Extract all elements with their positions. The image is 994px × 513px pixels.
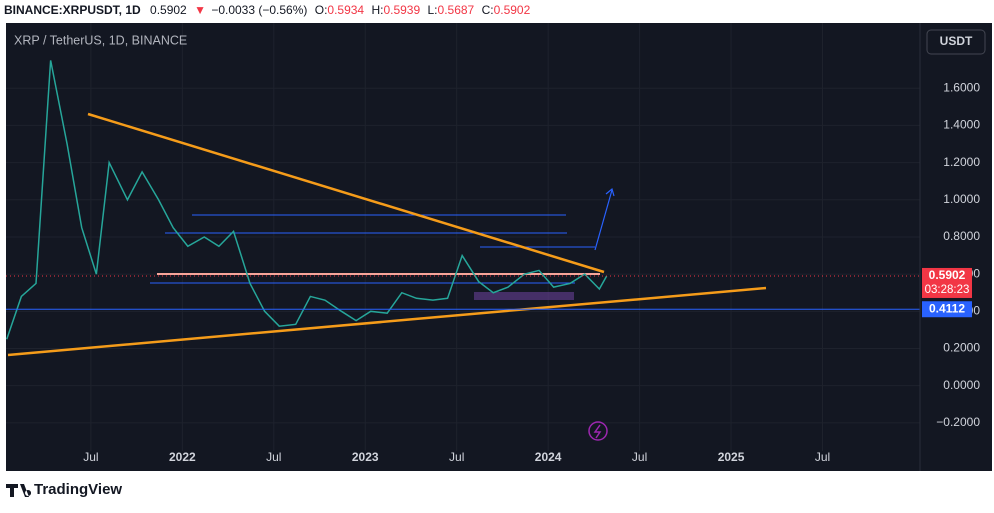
change: −0.0033 (−0.56%) bbox=[211, 3, 307, 17]
last: 0.5902 bbox=[150, 3, 187, 17]
x-tick-label: 2025 bbox=[718, 450, 745, 464]
x-tick-label: Jul bbox=[815, 450, 830, 464]
arrow bbox=[594, 189, 613, 251]
plot bbox=[6, 60, 920, 340]
symbol: BINANCE:XRPUSDT, 1D bbox=[4, 3, 141, 17]
brand-name: TradingView bbox=[34, 481, 122, 498]
event-icon[interactable] bbox=[588, 421, 608, 441]
open: 0.5934 bbox=[327, 3, 364, 17]
high-label: H: bbox=[371, 3, 383, 17]
arrow-head bbox=[605, 187, 615, 197]
x-tick-label: Jul bbox=[266, 450, 281, 464]
open-label: O: bbox=[315, 3, 328, 17]
arrow: ▼ bbox=[194, 3, 206, 17]
y-tick-label: 1.4000 bbox=[943, 118, 980, 132]
legend-text: XRP / TetherUS, 1D, BINANCE bbox=[14, 33, 187, 47]
price-tag bbox=[922, 301, 972, 318]
event-icon-bolt bbox=[593, 424, 602, 439]
y-tick-label: 1.6000 bbox=[943, 80, 980, 94]
x-tick-label: Jul bbox=[83, 450, 98, 464]
currency-button[interactable] bbox=[926, 29, 986, 55]
close: 0.5902 bbox=[494, 3, 531, 17]
close-label: C: bbox=[482, 3, 494, 17]
low-label: L: bbox=[428, 3, 438, 17]
price-line bbox=[6, 60, 608, 340]
y-tick-label: −0.2000 bbox=[936, 415, 980, 429]
y-tick-label: 0.0000 bbox=[943, 378, 980, 392]
x-tick-label: 2024 bbox=[535, 450, 562, 464]
brand-logo bbox=[6, 484, 32, 497]
countdown-label: 03:28:23 bbox=[925, 284, 970, 296]
price-tag-label: 0.4112 bbox=[929, 301, 965, 315]
x-tick-label: 2022 bbox=[169, 450, 196, 464]
trendline bbox=[87, 112, 605, 274]
y-tick-label: 1.0000 bbox=[943, 192, 980, 206]
y-tick-label: 0.2000 bbox=[943, 341, 980, 355]
zone bbox=[474, 292, 574, 300]
y-tick-label: 1.2000 bbox=[943, 155, 980, 169]
low: 0.5687 bbox=[438, 3, 475, 17]
price-tag-label: 0.5902 bbox=[929, 268, 966, 282]
x-tick-label: Jul bbox=[449, 450, 464, 464]
y-tick-label: 0.8000 bbox=[943, 229, 980, 243]
high: 0.5939 bbox=[383, 3, 420, 17]
header: BINANCE:XRPUSDT, 1D 0.5902 ▼ −0.0033 (−0… bbox=[4, 3, 531, 17]
trendline bbox=[7, 286, 767, 357]
price-tag bbox=[922, 267, 972, 298]
currency-label: USDT bbox=[940, 34, 973, 48]
x-tick-label: 2023 bbox=[352, 450, 379, 464]
x-tick-label: Jul bbox=[632, 450, 647, 464]
